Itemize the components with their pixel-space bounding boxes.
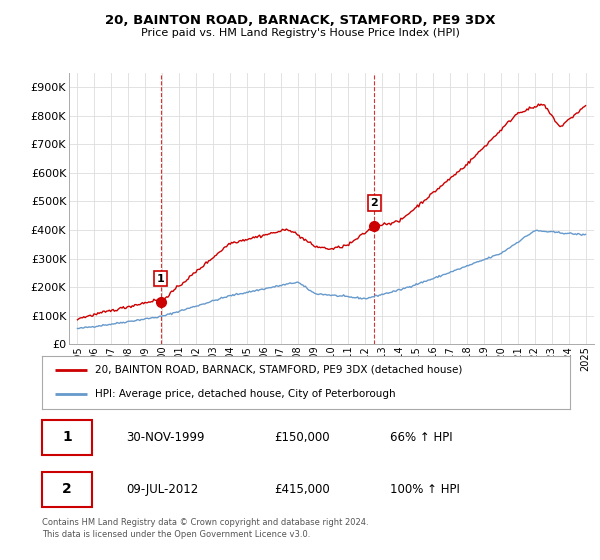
Text: £150,000: £150,000 (274, 431, 330, 444)
Text: 66% ↑ HPI: 66% ↑ HPI (391, 431, 453, 444)
Text: 09-JUL-2012: 09-JUL-2012 (127, 483, 199, 496)
Text: Contains HM Land Registry data © Crown copyright and database right 2024.
This d: Contains HM Land Registry data © Crown c… (42, 518, 368, 539)
Text: 30-NOV-1999: 30-NOV-1999 (127, 431, 205, 444)
Text: Price paid vs. HM Land Registry's House Price Index (HPI): Price paid vs. HM Land Registry's House … (140, 28, 460, 38)
Text: 20, BAINTON ROAD, BARNACK, STAMFORD, PE9 3DX (detached house): 20, BAINTON ROAD, BARNACK, STAMFORD, PE9… (95, 365, 462, 375)
Text: 2: 2 (370, 198, 378, 208)
Text: 1: 1 (157, 274, 164, 284)
Text: 100% ↑ HPI: 100% ↑ HPI (391, 483, 460, 496)
Text: 20, BAINTON ROAD, BARNACK, STAMFORD, PE9 3DX: 20, BAINTON ROAD, BARNACK, STAMFORD, PE9… (105, 14, 495, 27)
Text: 2: 2 (62, 482, 72, 496)
Text: HPI: Average price, detached house, City of Peterborough: HPI: Average price, detached house, City… (95, 389, 395, 399)
Text: £415,000: £415,000 (274, 483, 330, 496)
Text: 1: 1 (62, 431, 72, 445)
FancyBboxPatch shape (42, 419, 92, 455)
FancyBboxPatch shape (42, 472, 92, 507)
